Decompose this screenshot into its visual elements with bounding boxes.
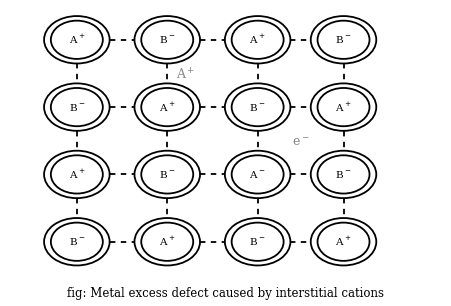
Ellipse shape xyxy=(224,83,290,131)
Ellipse shape xyxy=(310,151,375,198)
Ellipse shape xyxy=(134,83,200,131)
Text: e$^-$: e$^-$ xyxy=(291,136,308,149)
Text: A$^+$: A$^+$ xyxy=(159,235,175,248)
Text: fig: Metal excess defect caused by interstitial cations: fig: Metal excess defect caused by inter… xyxy=(67,287,384,300)
Text: A$^+$: A$^+$ xyxy=(69,33,85,46)
Text: B$^-$: B$^-$ xyxy=(249,102,265,113)
Ellipse shape xyxy=(310,218,375,266)
Ellipse shape xyxy=(224,151,290,198)
Ellipse shape xyxy=(317,21,369,59)
Text: A$^+$: A$^+$ xyxy=(159,101,175,114)
Ellipse shape xyxy=(134,151,200,198)
Text: A$^+$: A$^+$ xyxy=(335,235,351,248)
Ellipse shape xyxy=(310,83,375,131)
Ellipse shape xyxy=(44,151,110,198)
Ellipse shape xyxy=(51,155,103,194)
Text: B$^-$: B$^-$ xyxy=(159,34,175,45)
Text: A$^+$: A$^+$ xyxy=(249,33,265,46)
Ellipse shape xyxy=(134,218,200,266)
Ellipse shape xyxy=(317,223,369,261)
Text: A$^+$: A$^+$ xyxy=(335,101,351,114)
Ellipse shape xyxy=(51,88,103,126)
Ellipse shape xyxy=(231,88,283,126)
Text: B$^-$: B$^-$ xyxy=(335,34,351,45)
Ellipse shape xyxy=(134,16,200,64)
Ellipse shape xyxy=(224,218,290,266)
Ellipse shape xyxy=(141,223,193,261)
Ellipse shape xyxy=(310,16,375,64)
Ellipse shape xyxy=(44,218,110,266)
Text: A$^-$: A$^-$ xyxy=(249,169,265,180)
Text: A$^+$: A$^+$ xyxy=(69,168,85,181)
Ellipse shape xyxy=(231,21,283,59)
Ellipse shape xyxy=(141,21,193,59)
Ellipse shape xyxy=(51,21,103,59)
Ellipse shape xyxy=(141,155,193,194)
Text: B$^-$: B$^-$ xyxy=(69,236,85,247)
Ellipse shape xyxy=(51,223,103,261)
Ellipse shape xyxy=(231,223,283,261)
Ellipse shape xyxy=(231,155,283,194)
Ellipse shape xyxy=(224,16,290,64)
Ellipse shape xyxy=(317,88,369,126)
Ellipse shape xyxy=(317,155,369,194)
Text: B$^-$: B$^-$ xyxy=(335,169,351,180)
Ellipse shape xyxy=(44,83,110,131)
Text: B$^-$: B$^-$ xyxy=(69,102,85,113)
Ellipse shape xyxy=(141,88,193,126)
Text: A$^+$: A$^+$ xyxy=(175,67,194,83)
Text: B$^-$: B$^-$ xyxy=(159,169,175,180)
Ellipse shape xyxy=(44,16,110,64)
Text: B$^-$: B$^-$ xyxy=(249,236,265,247)
